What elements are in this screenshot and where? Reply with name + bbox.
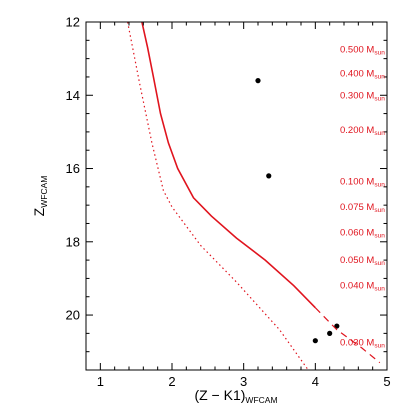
data-point-4 <box>327 330 333 336</box>
data-point-3 <box>334 323 340 329</box>
mass-label-5: 0.075 Msun <box>340 202 385 214</box>
mass-label-sub: sun <box>374 286 385 293</box>
model-lines <box>127 21 381 371</box>
mass-label-unit: M <box>366 255 374 266</box>
mass-label-unit: M <box>366 125 374 136</box>
mass-label-value: 0.075 <box>340 202 366 213</box>
y-axis-label-sub: WFCAM <box>39 176 49 208</box>
plot-frame <box>85 21 388 371</box>
mass-label-value: 0.040 <box>340 281 366 292</box>
mass-label-8: 0.040 Msun <box>340 281 385 293</box>
y-tick-label-18: 18 <box>66 234 80 249</box>
y-tick-label-14: 14 <box>66 88 80 103</box>
data-point-1 <box>266 173 272 179</box>
mass-label-sub: sun <box>374 343 385 350</box>
y-axis-label: ZWFCAM <box>31 176 49 217</box>
mass-label-unit: M <box>366 228 374 239</box>
mass-label-value: 0.500 <box>340 45 366 56</box>
mass-label-sub: sun <box>374 233 385 240</box>
mass-label-3: 0.200 Msun <box>340 125 385 137</box>
mass-label-unit: M <box>366 45 374 56</box>
y-axis-label-main: Z <box>31 207 47 216</box>
x-tick-label-4: 4 <box>312 374 319 389</box>
mass-label-2: 0.300 Msun <box>340 90 385 102</box>
y-tick-label-12: 12 <box>66 15 80 30</box>
mass-label-sub: sun <box>374 95 385 102</box>
x-tick-label-1: 1 <box>97 374 104 389</box>
x-axis-label: (Z − K1)WFCAM <box>194 387 277 405</box>
mass-label-value: 0.300 <box>340 90 366 101</box>
mass-label-7: 0.050 Msun <box>340 255 385 267</box>
mass-label-9: 0.030 Msun <box>340 338 385 350</box>
mass-label-6: 0.060 Msun <box>340 228 385 240</box>
x-tick-label-3: 3 <box>240 374 247 389</box>
mass-label-sub: sun <box>374 207 385 214</box>
mass-label-sub: sun <box>374 181 385 188</box>
mass-label-4: 0.100 Msun <box>340 176 385 188</box>
mass-label-sub: sun <box>374 50 385 57</box>
data-point-0 <box>255 78 261 84</box>
data-point-2 <box>312 338 318 344</box>
mass-label-unit: M <box>366 90 374 101</box>
mass-label-value: 0.050 <box>340 255 366 266</box>
mass-label-value: 0.030 <box>340 338 366 349</box>
mass-label-1: 0.400 Msun <box>340 68 385 80</box>
mass-label-unit: M <box>366 68 374 79</box>
x-tick-label-2: 2 <box>168 374 175 389</box>
mass-label-unit: M <box>366 202 374 213</box>
mass-label-value: 0.200 <box>340 125 366 136</box>
x-axis-label-sub: WFCAM <box>245 395 277 405</box>
x-axis-label-main: (Z − K1) <box>194 387 245 403</box>
scatter-points <box>255 78 340 344</box>
model-track-solid <box>141 21 316 309</box>
y-tick-label-16: 16 <box>66 161 80 176</box>
mass-label-value: 0.060 <box>340 228 366 239</box>
mass-label-sub: sun <box>374 260 385 267</box>
x-tick-label-5: 5 <box>383 374 390 389</box>
mass-label-sub: sun <box>374 130 385 137</box>
y-tick-label-20: 20 <box>66 308 80 323</box>
model-track-dashed <box>314 307 381 364</box>
mass-label-unit: M <box>366 281 374 292</box>
mass-label-value: 0.400 <box>340 68 366 79</box>
mass-label-unit: M <box>366 338 374 349</box>
mass-label-value: 0.100 <box>340 176 366 187</box>
mass-label-0: 0.500 Msun <box>340 45 385 57</box>
mass-label-unit: M <box>366 176 374 187</box>
mass-label-sub: sun <box>374 73 385 80</box>
